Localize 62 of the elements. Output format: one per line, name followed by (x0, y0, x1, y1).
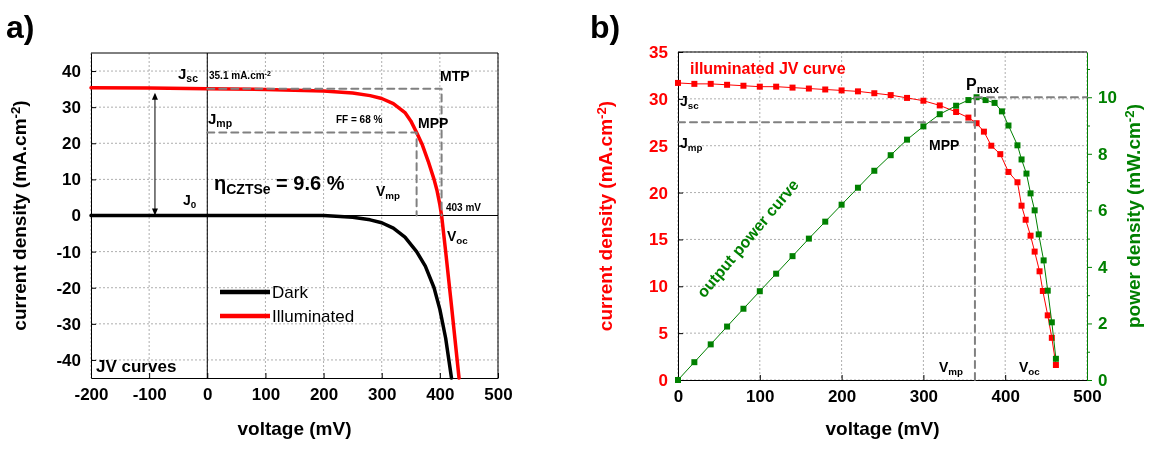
chart-title: b) (590, 9, 621, 45)
y-tick-label: 40 (62, 62, 81, 81)
y-tick-label: 30 (62, 98, 81, 118)
x-tick-label: 400 (426, 385, 455, 405)
y-tick-label: 15 (649, 230, 668, 250)
x-tick-label: 500 (1073, 387, 1102, 407)
x-tick-label: 400 (991, 387, 1020, 407)
x-tick-label: 300 (368, 385, 397, 405)
x-tick-label: 200 (827, 387, 857, 407)
annotation: J$_{mp}$ (208, 110, 233, 129)
annotation: J$_{mp}$ (680, 135, 703, 153)
y2-tick-label: 8 (1098, 144, 1108, 164)
annotation: P$_{max}$ (966, 76, 1000, 95)
x-tick-label: 0 (203, 385, 213, 405)
annotation: FF = 68 % (336, 114, 383, 125)
y-tick-label: 20 (649, 183, 668, 203)
annotation: J$_{0}$ (183, 192, 197, 210)
annotation: V$_{mp}$ (376, 183, 401, 201)
annotation: 35.1 mA.cm$^{-2}$ (209, 69, 271, 81)
x-tick-label: -200 (74, 385, 109, 405)
legend-label: Illuminated (272, 307, 355, 326)
x-tick-label: 500 (484, 385, 513, 405)
y2-tick-label: 10 (1098, 88, 1117, 108)
x-tick-label: 200 (309, 385, 339, 405)
annotation: MPP (418, 115, 449, 131)
y-tick-label: -30 (56, 314, 81, 334)
annotation: JV curves (96, 357, 177, 376)
x-tick-label: 100 (746, 387, 775, 407)
y-tick-label: 5 (658, 324, 668, 344)
y-tick-label: -20 (56, 278, 81, 298)
x-axis-title: voltage (mV) (825, 418, 940, 439)
legend-label: Dark (272, 283, 309, 302)
y-tick-label: 0 (658, 370, 668, 390)
annotation: J$_{sc}$ (178, 65, 199, 84)
series-label: illuminated JV curve (690, 60, 846, 77)
annotation: J$_{sc}$ (680, 93, 700, 111)
y-tick-label: -10 (56, 242, 81, 262)
annotation: V$_{mp}$ (939, 359, 964, 377)
x-tick-label: 300 (909, 387, 939, 407)
y-tick-label: 25 (649, 136, 668, 156)
annotation: η$_{CZTSe}$ = 9.6 % (214, 172, 345, 197)
y2-tick-label: 6 (1098, 201, 1108, 221)
y-tick-label: 30 (649, 89, 668, 109)
annotation: 403 mV (446, 202, 482, 213)
x-tick-label: 0 (673, 387, 684, 407)
y2-tick-label: 4 (1098, 257, 1108, 277)
annotation: MTP (440, 68, 470, 84)
y-tick-label: 35 (649, 42, 668, 62)
annotation: V$_{oc}$ (447, 228, 469, 246)
chart-title: a) (6, 9, 35, 45)
x-tick-label: -100 (132, 385, 167, 405)
annotation: V$_{oc}$ (1019, 359, 1041, 377)
y-tick-label: 20 (62, 134, 81, 154)
x-axis-title: voltage (mV) (237, 418, 352, 439)
y-tick-label: -40 (56, 350, 81, 370)
y2-tick-label: 0 (1098, 370, 1108, 390)
y-tick-label: 10 (62, 170, 81, 190)
y2-tick-label: 2 (1098, 314, 1108, 334)
x-tick-label: 100 (251, 385, 281, 405)
annotation: MPP (929, 137, 960, 153)
y-tick-label: 0 (71, 206, 81, 226)
y-tick-label: 10 (649, 277, 668, 297)
